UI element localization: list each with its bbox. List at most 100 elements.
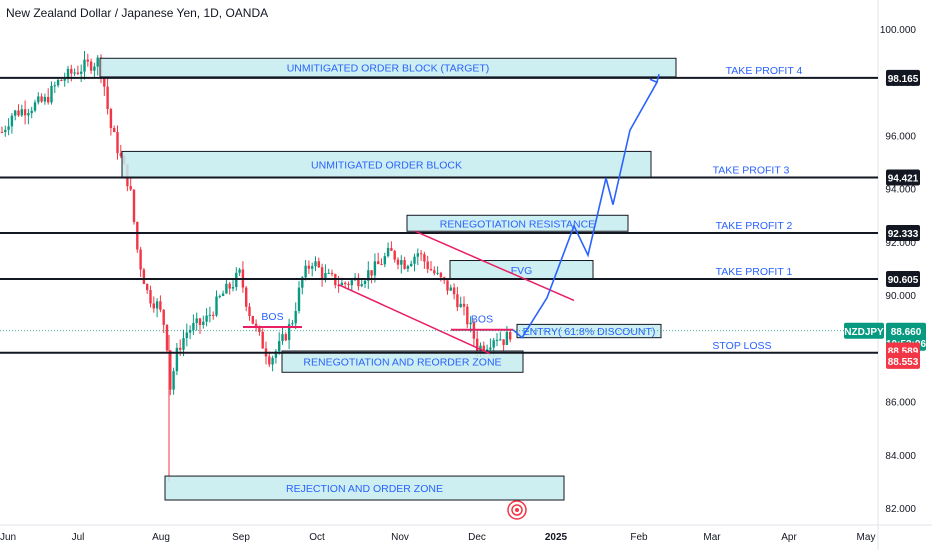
candle-body bbox=[406, 266, 410, 269]
candle-body bbox=[50, 85, 53, 103]
candle-body bbox=[4, 129, 7, 133]
candle-body bbox=[433, 270, 436, 274]
zone-box bbox=[121, 150, 652, 179]
bid-ask-tag-text: 88.589 bbox=[888, 346, 919, 357]
candle-body bbox=[278, 341, 281, 352]
candle-body bbox=[142, 269, 146, 285]
level-price-tag-text: 90.605 bbox=[888, 275, 919, 286]
candle-body bbox=[66, 68, 70, 80]
candle-body bbox=[139, 249, 142, 270]
price-tick-label: 90.000 bbox=[885, 291, 916, 302]
candle-body bbox=[268, 356, 271, 365]
bos-label: BOS bbox=[261, 311, 283, 323]
level-label: STOP LOSS bbox=[712, 340, 771, 352]
time-tick-label: Apr bbox=[781, 532, 797, 543]
price-tick-label: 92.000 bbox=[885, 238, 916, 249]
candle-body bbox=[426, 261, 429, 270]
candle-body bbox=[373, 261, 377, 276]
price-tick-label: 94.000 bbox=[885, 185, 916, 196]
candle-body bbox=[14, 110, 17, 116]
time-tick-label: Oct bbox=[309, 532, 325, 543]
candle-body bbox=[245, 287, 248, 307]
level-label: TAKE PROFIT 3 bbox=[713, 164, 790, 176]
candle-body bbox=[175, 347, 179, 372]
zone-label: UNMITIGATED ORDER BLOCK (TARGET) bbox=[287, 63, 490, 75]
zone-label: FVG bbox=[511, 265, 533, 277]
time-tick-label: 2025 bbox=[545, 532, 568, 543]
candle-body bbox=[162, 309, 165, 325]
candle-body bbox=[459, 303, 462, 308]
candle-body bbox=[40, 96, 43, 102]
candle-body bbox=[396, 259, 400, 265]
candle-body bbox=[53, 85, 56, 87]
time-tick-label: Aug bbox=[152, 532, 170, 543]
candle-body bbox=[383, 256, 386, 265]
level-label: TAKE PROFIT 2 bbox=[716, 220, 793, 232]
candle-body bbox=[403, 260, 406, 269]
candle-body bbox=[482, 345, 485, 352]
candle-body bbox=[301, 277, 304, 288]
wedge-line bbox=[414, 230, 575, 302]
candle-body bbox=[198, 318, 202, 325]
candle-body bbox=[7, 126, 10, 130]
candle-body bbox=[400, 260, 403, 265]
candle-body bbox=[33, 102, 37, 111]
candle-body bbox=[231, 287, 235, 289]
candle-body bbox=[291, 323, 294, 325]
candle-body bbox=[469, 322, 472, 325]
candle-body bbox=[96, 57, 99, 67]
candle-body bbox=[136, 222, 139, 250]
level-price-tag bbox=[886, 69, 920, 86]
candle-body bbox=[258, 326, 261, 332]
candle-body bbox=[152, 303, 155, 309]
candle-body bbox=[192, 322, 195, 330]
candle-body bbox=[311, 266, 314, 269]
candle-body bbox=[495, 339, 499, 341]
candle-body bbox=[205, 315, 208, 322]
candle-body bbox=[344, 282, 347, 284]
time-axis: Jun Jul Aug Sep Oct Nov Dec 2025 Feb Mar Apr May bbox=[0, 532, 875, 543]
price-tick-label: 82.000 bbox=[885, 504, 916, 515]
candle-body bbox=[146, 284, 149, 291]
candle-body bbox=[43, 96, 47, 102]
candle-body bbox=[416, 253, 419, 257]
candle-body bbox=[23, 109, 27, 116]
candle-body bbox=[462, 303, 466, 307]
time-tick-label: Sep bbox=[232, 532, 250, 543]
candle-body bbox=[172, 371, 175, 390]
zones-layer: UNMITIGATED ORDER BLOCK (TARGET) UNMITIGA… bbox=[99, 57, 677, 501]
candle-body bbox=[60, 79, 63, 81]
replay-icon[interactable] bbox=[507, 500, 527, 520]
time-tick-label: Nov bbox=[391, 532, 409, 543]
candle-body bbox=[380, 264, 383, 266]
zone-box bbox=[164, 475, 565, 501]
price-tick-label: 86.000 bbox=[885, 398, 916, 409]
candle-body bbox=[317, 261, 320, 268]
candle-body bbox=[449, 287, 452, 291]
candle-body bbox=[324, 272, 327, 279]
time-tick-label: Dec bbox=[468, 532, 486, 543]
symbol-badge-text: NZDJPY bbox=[844, 327, 884, 338]
candle-body bbox=[347, 283, 350, 286]
symbol-badge[interactable] bbox=[844, 322, 884, 339]
candle-body bbox=[119, 153, 122, 156]
candle-body bbox=[489, 347, 492, 350]
candle-body bbox=[155, 301, 159, 309]
bid-ask-tag-text: 88.553 bbox=[888, 357, 919, 368]
candle-body bbox=[386, 247, 390, 257]
level-price-tag-text: 94.421 bbox=[888, 173, 919, 184]
candle-body bbox=[287, 324, 291, 341]
candle-body bbox=[248, 306, 251, 317]
candle-body bbox=[63, 79, 66, 81]
candle-body bbox=[363, 280, 367, 285]
candle-body bbox=[261, 331, 264, 349]
level-price-tag bbox=[886, 169, 920, 186]
candle-body bbox=[337, 285, 340, 287]
projection-arrowhead bbox=[649, 74, 660, 84]
candle-body bbox=[56, 79, 60, 86]
candle-body bbox=[185, 332, 188, 339]
candle-body bbox=[294, 310, 297, 324]
candle-body bbox=[109, 109, 113, 129]
zone-box bbox=[281, 350, 524, 373]
